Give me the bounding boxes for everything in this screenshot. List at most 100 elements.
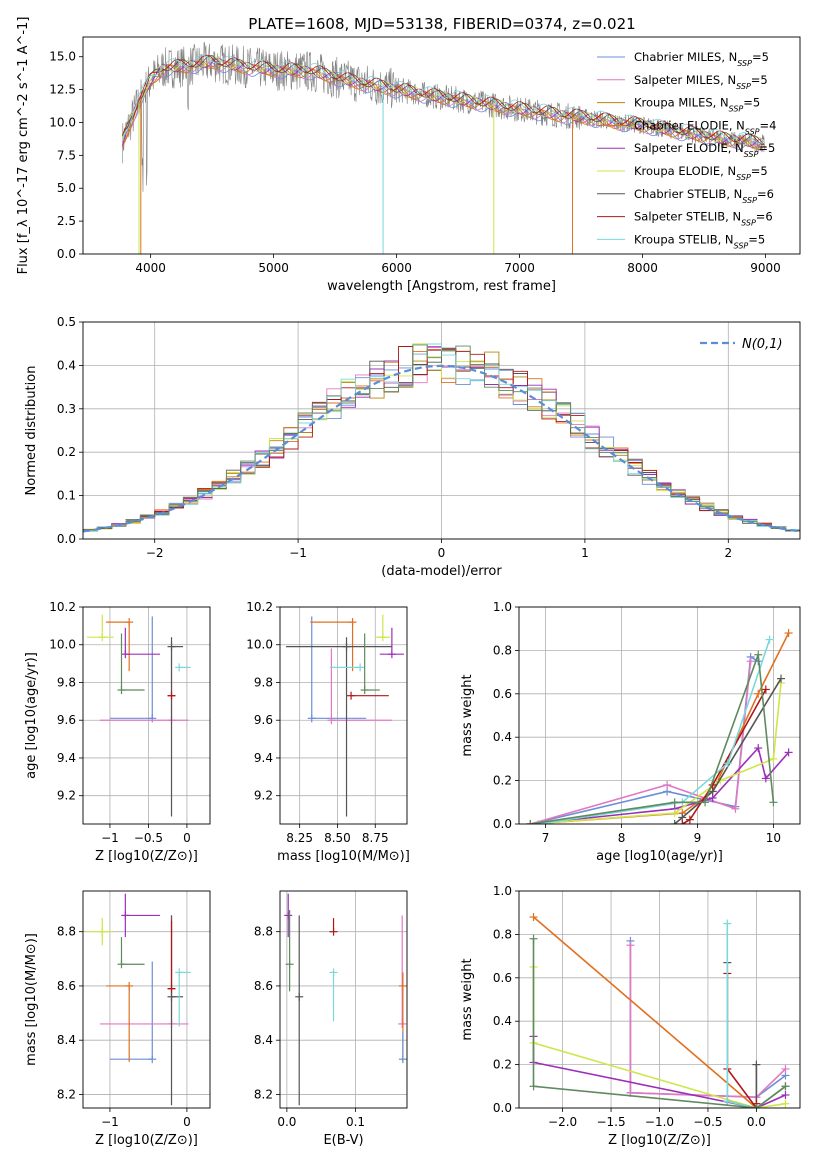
data-point [109, 616, 157, 723]
y-tick-label: 8.4 [57, 1033, 76, 1047]
model-spectrum [122, 56, 765, 146]
x-tick-label: 7 [542, 831, 550, 845]
y-tick-label: 2.5 [57, 214, 76, 228]
x-tick-label: −1 [289, 546, 307, 560]
legend-label: Salpeter ELODIE, NSSP=5 [634, 141, 775, 159]
axes-4: 8.25 8.50 8.75 9.2 9.4 9.6 9.8 10.0 10.2 mass [lo… [246, 600, 410, 864]
x-tick-label: 10 [766, 831, 781, 845]
x-tick-label: 1 [581, 546, 589, 560]
data-point [86, 614, 114, 642]
axes-8: −2.0 −1.5 −1.0 −0.5 0.0 0.0 0.2 0.4 0.6 0.8 1.0 Z [… [460, 884, 801, 1148]
plot-content [286, 614, 404, 817]
data-point [329, 663, 365, 672]
data-point [117, 633, 145, 695]
y-tick-label: 8.2 [254, 1087, 273, 1101]
x-tick-label: −1 [101, 831, 119, 845]
axes-frame [82, 36, 801, 255]
data-point [285, 909, 294, 992]
data-point [307, 616, 367, 723]
y-axis-label: mass weight [460, 674, 475, 756]
legend-spectra: Chabrier MILES, NSSP=5 Salpeter MILES, NS… [597, 50, 776, 250]
y-tick-label: 10.2 [49, 600, 76, 614]
legend-normal: N(0,1) [700, 337, 783, 352]
y-tick-label: 9.8 [57, 675, 76, 689]
y-axis-label: mass [log10(M/M⊙)] [24, 933, 39, 1066]
y-tick-label: 8.8 [57, 925, 76, 939]
data-point [167, 920, 176, 993]
residual-histogram [83, 343, 800, 532]
mass-weight-line [530, 746, 790, 824]
x-tick-label: 8.75 [362, 831, 389, 845]
x-tick-label: 9 [694, 831, 702, 845]
axes-3: −1 −0.5 0 9.2 9.4 9.6 9.8 10.0 10.2 Z [log10(Z/Z⊙… [24, 600, 211, 864]
data-point [284, 893, 293, 938]
y-tick-label: 0.0 [57, 247, 76, 261]
residual-histogram [83, 344, 800, 532]
mass-weight-line [532, 938, 786, 1108]
plot-content [86, 614, 191, 817]
data-point [167, 691, 176, 700]
data-point [329, 968, 338, 1022]
legend-label: N(0,1) [742, 337, 783, 352]
mass-weight-line [530, 661, 752, 824]
data-point [347, 691, 389, 700]
model-spectrum [122, 60, 765, 150]
x-tick-label: −0.5 [134, 831, 163, 845]
plot-area: 4000 5000 6000 7000 8000 90000.02.55.07.510.0… [16, 17, 801, 1148]
y-tick-label: 0.8 [493, 643, 512, 657]
x-tick-label: 8.25 [286, 831, 313, 845]
y-tick-label: 0.4 [493, 730, 512, 744]
x-axis-label: Z [log10(Z/Z⊙)] [95, 849, 198, 864]
y-tick-label: 0.3 [57, 402, 76, 416]
x-tick-label: −1.0 [645, 1115, 674, 1129]
model-spectrum [122, 54, 765, 146]
x-axis-label: mass [log10(M/M⊙)] [277, 849, 410, 864]
legend-label: Kroupa STELIB, NSSP=5 [634, 232, 765, 250]
x-tick-label: 0 [183, 831, 191, 845]
y-tick-label: 7.5 [57, 148, 76, 162]
x-tick-label: 0 [183, 1115, 191, 1129]
y-tick-label: 9.6 [57, 713, 76, 727]
y-tick-label: 0.0 [57, 532, 76, 546]
axes-6: −1 0 8.2 8.4 8.6 8.8 Z [log10(Z/Z⊙)] mass [log1… [24, 890, 211, 1148]
y-tick-label: 9.6 [254, 713, 273, 727]
y-tick-label: 0.2 [493, 1058, 512, 1072]
y-tick-label: 0.4 [493, 1014, 512, 1028]
x-tick-label: 8 [618, 831, 626, 845]
axes-5: 7 8 9 10 0.0 0.2 0.4 0.6 0.8 1.0 age [log10(age/yr… [460, 600, 801, 864]
x-axis-label: E(B-V) [323, 1133, 363, 1148]
x-tick-label: 6000 [381, 261, 412, 275]
plot-content [284, 893, 407, 1106]
x-tick-label: 9000 [750, 261, 781, 275]
axes-frame [518, 890, 801, 1109]
mass-weight-line [530, 682, 782, 824]
plot-content [122, 41, 766, 254]
x-tick-label: 5000 [258, 261, 289, 275]
y-tick-label: 0.2 [57, 445, 76, 459]
legend-label: Salpeter STELIB, NSSP=6 [634, 210, 773, 228]
axis-ticks: 7 8 9 10 0.0 0.2 0.4 0.6 0.8 1.0 [493, 600, 781, 845]
legend-label: Chabrier STELIB, NSSP=6 [634, 187, 774, 205]
x-tick-label: 4000 [135, 261, 166, 275]
axes-7: 0.0 0.1 8.2 8.4 8.6 8.8 E(B-V) [254, 890, 408, 1148]
x-axis-label: Z [log10(Z/Z⊙)] [608, 1133, 711, 1148]
x-tick-label: −1.5 [596, 1115, 625, 1129]
data-point [121, 627, 160, 659]
data-point [375, 614, 391, 642]
model-spectrum [122, 58, 765, 147]
axes-frame [279, 606, 408, 825]
x-axis-label: Z [log10(Z/Z⊙)] [95, 1133, 198, 1148]
axes-frame [82, 890, 211, 1109]
data-point [167, 915, 184, 1106]
y-tick-label: 0.6 [493, 687, 512, 701]
y-axis-label: Flux [f_λ 10^-17 erg cm^-2 s^-1 A^-1] [16, 17, 31, 275]
axes-frame [279, 890, 408, 1109]
axis-ticks: 8.25 8.50 8.75 9.2 9.4 9.6 9.8 10.0 10.2 [246, 600, 388, 845]
data-point [106, 981, 134, 1062]
x-tick-label: 0 [438, 546, 446, 560]
x-tick-label: 0.0 [277, 1115, 296, 1129]
data-point [398, 1032, 407, 1064]
plot-content [83, 343, 800, 533]
data-point [327, 648, 392, 725]
